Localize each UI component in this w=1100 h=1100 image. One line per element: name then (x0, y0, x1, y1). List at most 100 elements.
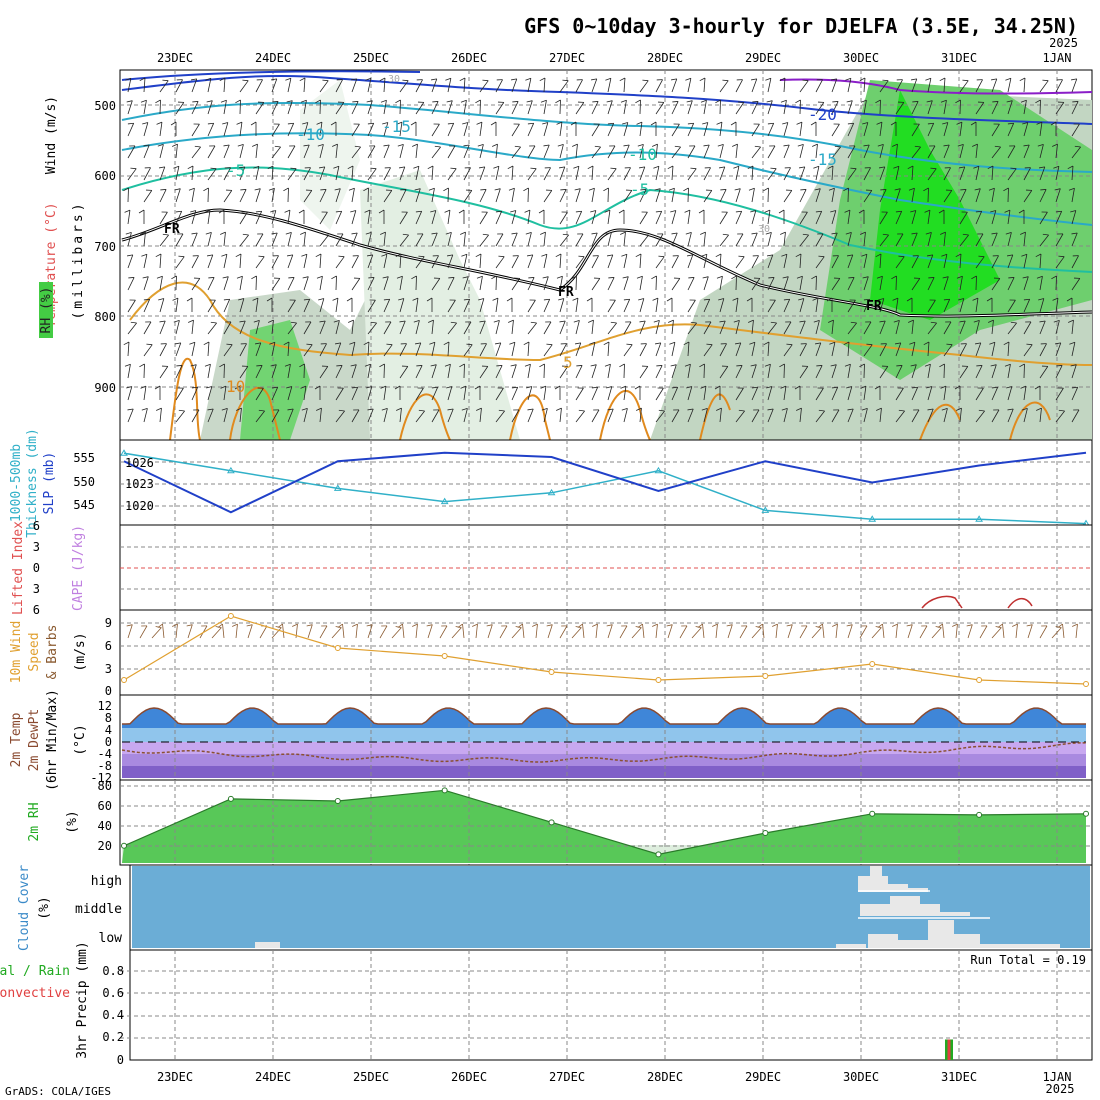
wind-barb (751, 123, 760, 137)
wind-barb (591, 123, 600, 137)
wind-barb (847, 145, 856, 159)
wind-barb (575, 210, 583, 225)
date-label-top: 31DEC (941, 51, 977, 65)
rh-line (123, 789, 1087, 855)
wind-barb (959, 343, 967, 357)
contour-label-1: -20 (808, 105, 837, 124)
wind-barb (155, 99, 161, 115)
wind-barb (927, 321, 937, 335)
wind-barb (623, 167, 631, 181)
wind-barb (395, 253, 402, 269)
wind-barb (1055, 79, 1063, 93)
wind-barb (623, 144, 630, 159)
wind-barb (895, 233, 904, 247)
wind-barb (303, 189, 313, 203)
wind10-barb (172, 623, 178, 639)
wind-barb (367, 408, 374, 423)
wind-barb (363, 341, 370, 357)
wind-barb (1005, 77, 1012, 93)
wind-barb (972, 143, 978, 159)
wind-barb (639, 189, 647, 203)
wind-barb (747, 165, 754, 181)
wind-barb (235, 253, 242, 269)
rh-point (227, 795, 234, 802)
wind-barb (396, 275, 403, 291)
wind-barb (430, 364, 437, 379)
wind-barb (828, 187, 835, 203)
wind-barb (447, 321, 457, 335)
wind-speed-line (123, 615, 1087, 685)
wind-barb (287, 408, 294, 423)
wind-barb (254, 342, 262, 357)
contour-label-5: -10 (628, 145, 657, 164)
wind-barb (607, 167, 617, 181)
wind-barb (910, 78, 918, 93)
wind10-barb (277, 623, 285, 639)
wind-barb (124, 363, 131, 379)
wind-barb (847, 408, 854, 423)
wind-barb (812, 143, 818, 159)
wind-barb (619, 77, 626, 93)
wind-barb (895, 79, 903, 93)
freezing-level-inner (121, 209, 1093, 317)
wind-barb (954, 385, 961, 400)
temp-warm-band (122, 728, 1086, 742)
wind-barb (735, 210, 743, 225)
wind-barb (527, 145, 536, 159)
wind-barb (271, 232, 278, 247)
wind-barb (766, 100, 773, 115)
wind-barb (606, 254, 614, 269)
wind-barb (156, 275, 163, 291)
wind-barb (1066, 297, 1073, 312)
wind-barb (1053, 165, 1060, 181)
wind-barb (735, 255, 745, 269)
wind-barb (702, 276, 709, 291)
wind-barb (639, 343, 647, 357)
contour-minus10 (121, 132, 1093, 226)
wind-barb (908, 187, 915, 203)
wind-barb (1039, 365, 1049, 379)
wind-barb (172, 143, 178, 159)
wind-label: Wind (m/s) (44, 96, 59, 174)
wind-barb (415, 409, 425, 423)
wind-barb (527, 321, 537, 335)
wind-barb (525, 232, 532, 247)
wind-barb (750, 78, 758, 93)
wind-barb (155, 253, 162, 269)
wind-barb (796, 121, 803, 137)
wind-barb (431, 386, 439, 401)
wind-barb (139, 363, 145, 379)
date-label-bottom: 25DEC (353, 1070, 389, 1084)
wind-barb (895, 255, 905, 269)
wind-barb (799, 211, 808, 225)
wind-barb (687, 408, 694, 423)
wind-barb (1007, 408, 1014, 423)
wind-barb (395, 99, 401, 115)
wind-barb (892, 143, 898, 159)
wind-barb (380, 385, 387, 401)
wind-barb (828, 319, 834, 335)
date-label-bottom: 31DEC (941, 1070, 977, 1084)
wind-barb (751, 277, 761, 291)
wind-barb (381, 408, 388, 423)
year-bottom: 2025 (1046, 1082, 1075, 1096)
wind-barb (670, 210, 677, 225)
wind-barb (894, 188, 901, 203)
contour-label-11: 5 (563, 353, 573, 372)
wind-barb (634, 385, 641, 400)
wind-barb (319, 365, 329, 379)
wind-barb (847, 299, 856, 313)
wind-barb (271, 386, 279, 401)
wind-speed-point (334, 645, 341, 651)
wind-barb (303, 321, 312, 335)
wind-barb (541, 253, 548, 269)
wind-barb (286, 254, 294, 269)
wind-barb (239, 211, 248, 225)
wind-barb (1055, 387, 1064, 401)
wind-barb (911, 123, 920, 137)
wind-barb (252, 143, 258, 159)
wind-tick-3: 3 (105, 662, 112, 676)
wind-barb (607, 145, 616, 159)
wind-barb (267, 165, 274, 181)
